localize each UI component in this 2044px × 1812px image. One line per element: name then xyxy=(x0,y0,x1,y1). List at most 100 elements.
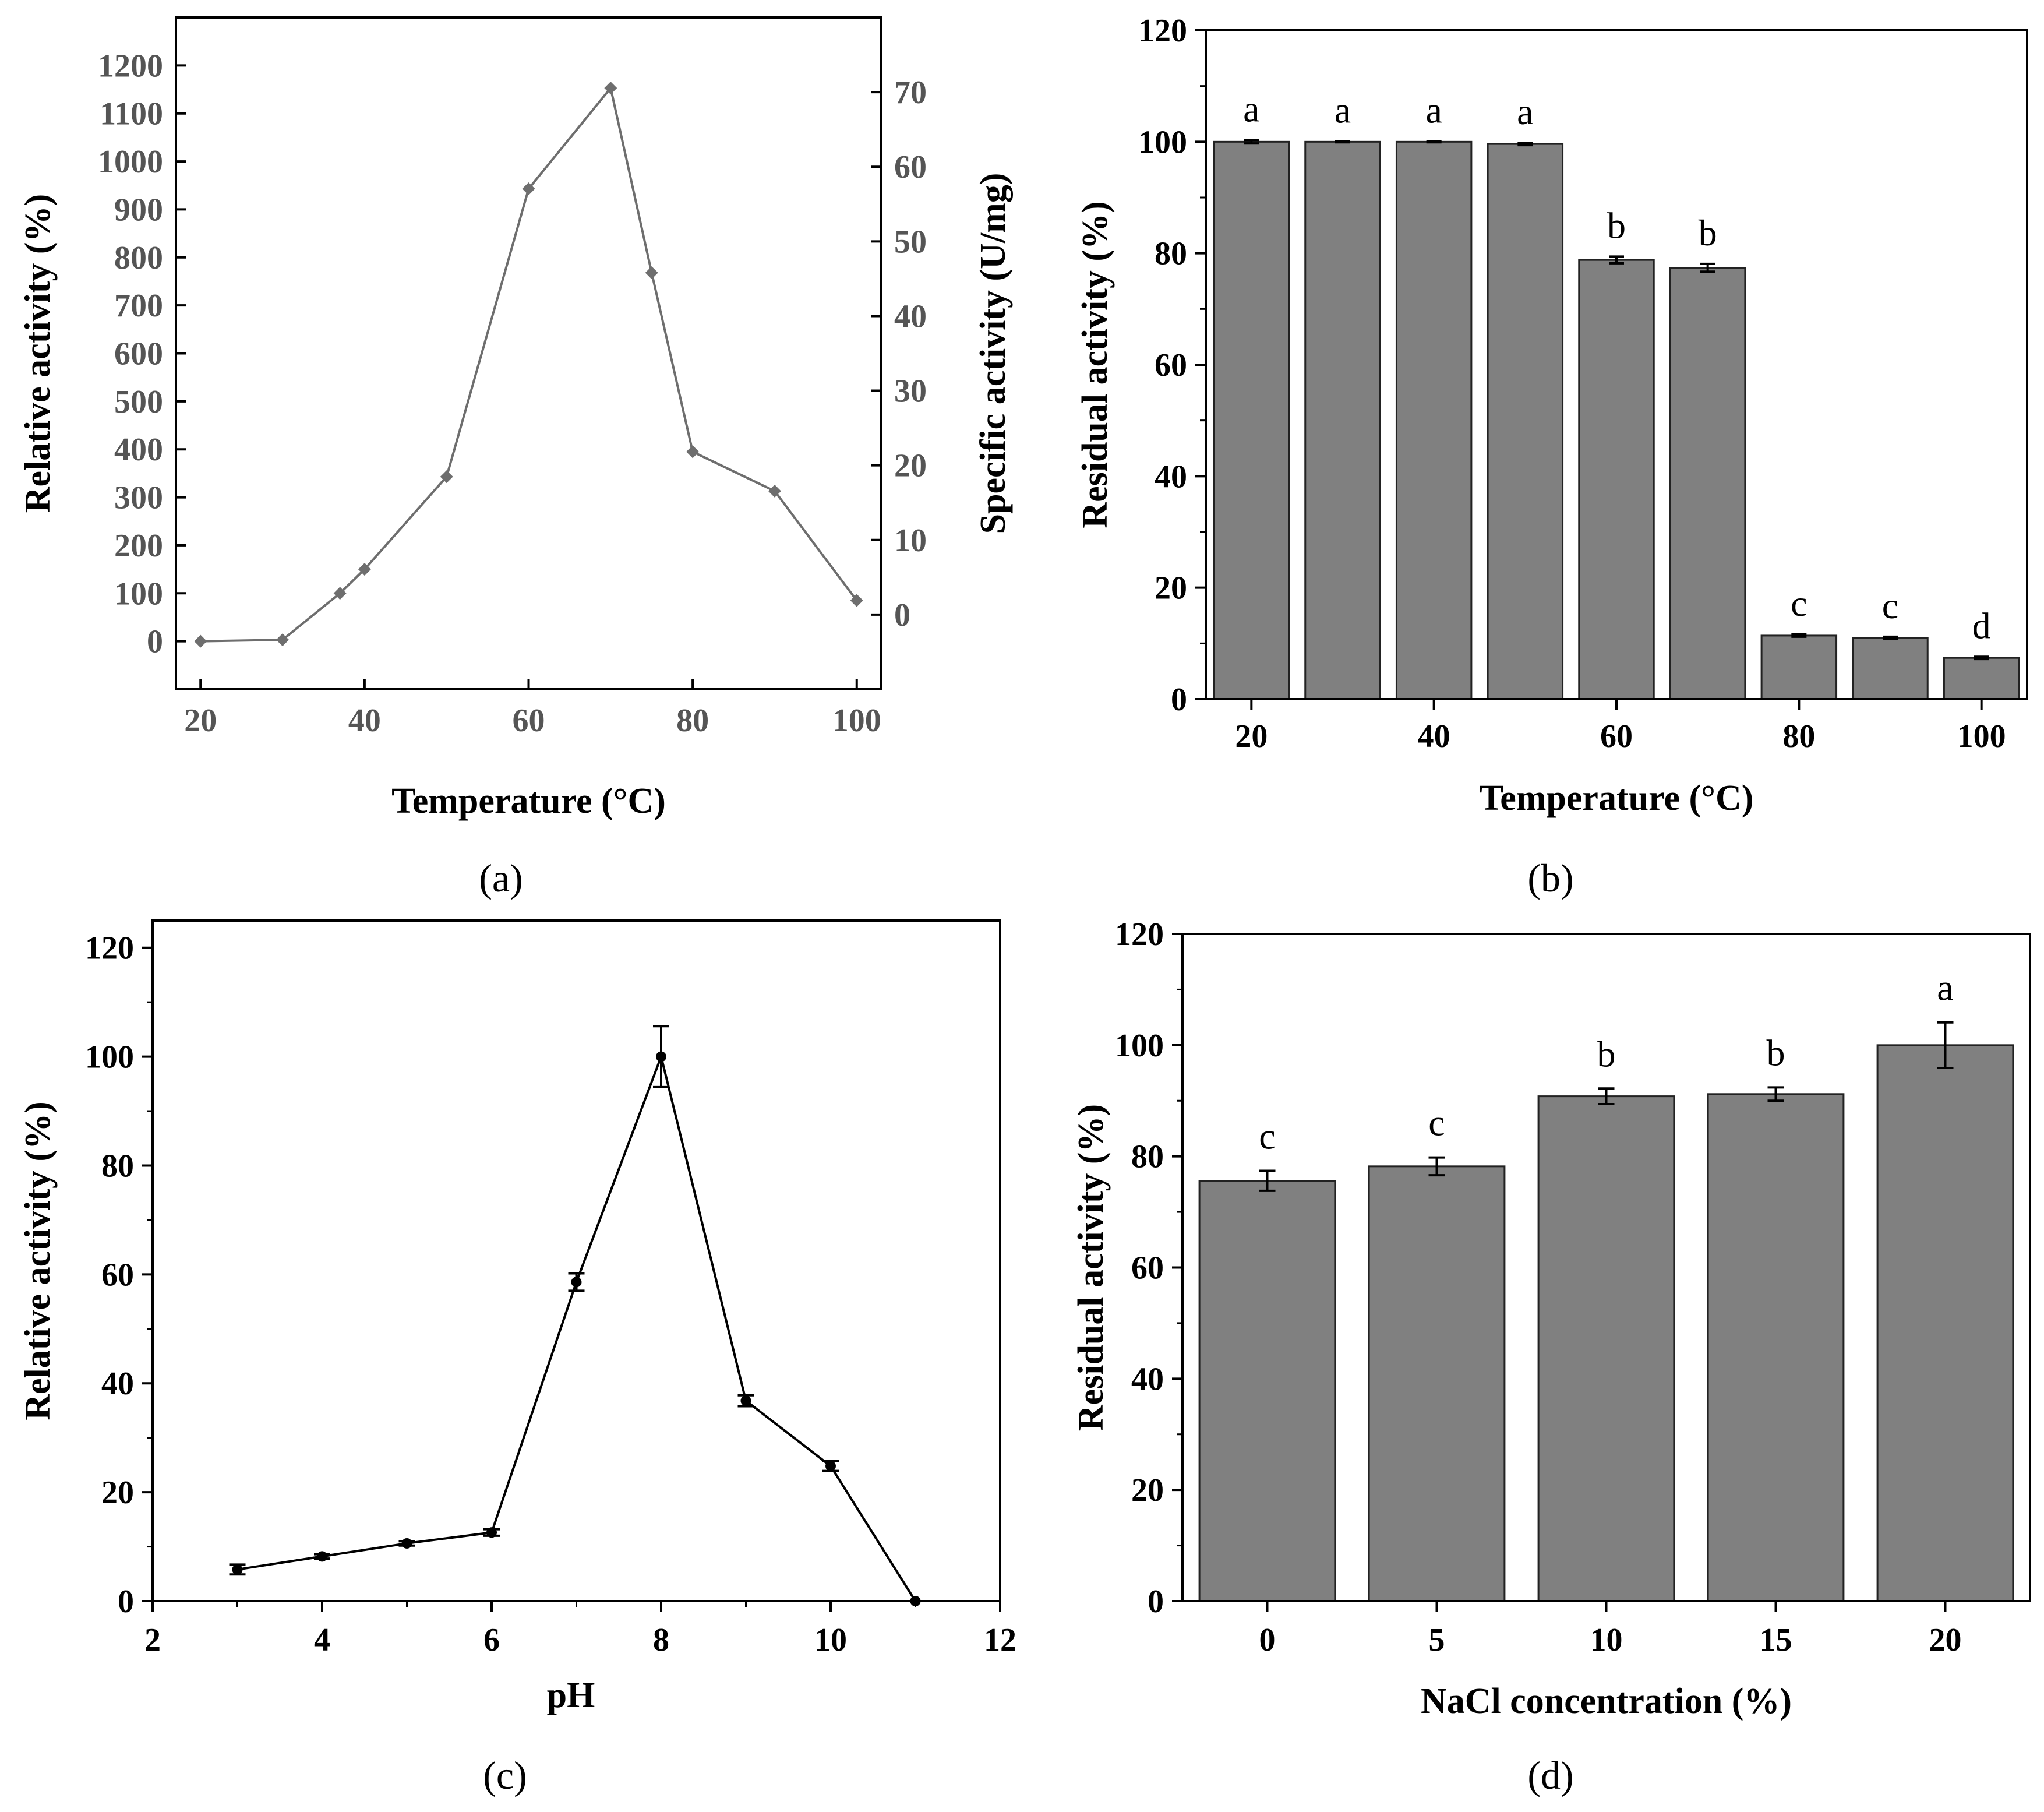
x-tick-label: 4 xyxy=(314,1622,330,1658)
data-point xyxy=(686,445,700,459)
significance-letter: c xyxy=(1259,1115,1275,1157)
y-axis-title: Residual activity (%) xyxy=(1075,201,1115,528)
x-tick-label: 100 xyxy=(832,703,881,739)
x-tick-label: 2 xyxy=(144,1622,161,1658)
y-tick-label: 700 xyxy=(114,288,163,324)
bar xyxy=(1943,657,2020,700)
x-tick-label: 10 xyxy=(814,1622,847,1658)
data-point xyxy=(645,266,658,280)
x-tick-label: 0 xyxy=(1259,1622,1276,1658)
y-tick-label: 80 xyxy=(1155,236,1187,272)
x-tick-label: 15 xyxy=(1760,1622,1792,1658)
data-point xyxy=(232,1564,243,1575)
data-point xyxy=(317,1551,327,1562)
y2-tick-label: 20 xyxy=(894,448,927,484)
x-tick-label: 5 xyxy=(1429,1622,1445,1658)
y2-tick-label: 40 xyxy=(894,298,927,334)
data-point xyxy=(276,633,290,647)
significance-letter: a xyxy=(1517,91,1533,132)
x-tick-label: 100 xyxy=(1957,718,2006,755)
y2-tick-label: 10 xyxy=(894,523,927,559)
y2-tick-label: 0 xyxy=(894,597,910,633)
bar xyxy=(1198,1180,1336,1602)
y2-tick-label: 70 xyxy=(894,75,927,111)
x-axis-title: NaCl concentration (%) xyxy=(1421,1681,1792,1721)
data-point xyxy=(656,1051,666,1062)
x-tick-label: 10 xyxy=(1590,1622,1623,1658)
y-tick-label: 20 xyxy=(1131,1472,1164,1508)
y-axis-title: Relative activity (%) xyxy=(18,1101,58,1420)
panel-a: 0100200300400500600700800900100011001200… xyxy=(18,16,1013,900)
data-point xyxy=(850,594,863,607)
panel-label: (a) xyxy=(479,856,523,900)
significance-letter: c xyxy=(1428,1102,1445,1144)
x-tick-label: 8 xyxy=(653,1622,669,1658)
bar xyxy=(1760,634,1838,700)
data-point xyxy=(825,1461,836,1472)
significance-letter: c xyxy=(1882,585,1898,626)
y-tick-label: 40 xyxy=(101,1366,134,1402)
data-point xyxy=(910,1596,921,1606)
y-tick-label: 60 xyxy=(1155,347,1187,383)
bar xyxy=(1537,1095,1675,1602)
bar xyxy=(1213,140,1290,700)
y-tick-label: 600 xyxy=(114,336,163,372)
y-tick-label: 0 xyxy=(1148,1584,1164,1620)
y-tick-label: 20 xyxy=(101,1475,134,1511)
data-point xyxy=(358,563,371,576)
x-tick-label: 40 xyxy=(1418,718,1450,755)
y-tick-label: 100 xyxy=(1115,1028,1164,1064)
data-point xyxy=(194,634,207,648)
bar xyxy=(1876,1044,2014,1602)
data-point xyxy=(486,1527,497,1538)
panel-b: a a a a b b c c d 0 20 40 60 80 100 120 20 40 60 80 100 Tempe… xyxy=(1075,13,2028,900)
significance-letter: b xyxy=(1607,205,1626,246)
y-tick-label: 300 xyxy=(114,480,163,516)
y-tick-label: 400 xyxy=(114,432,163,468)
data-point xyxy=(440,470,453,484)
panel-c: 0 20 40 60 80 100 120 2 4 6 8 10 12 pH Relative activi… xyxy=(18,919,1016,1797)
y-tick-label: 900 xyxy=(114,192,163,228)
y-tick-label: 40 xyxy=(1155,459,1187,495)
data-point xyxy=(333,587,347,600)
panel-label: (c) xyxy=(483,1753,527,1797)
y-tick-label: 120 xyxy=(1115,916,1164,953)
bar xyxy=(1395,140,1473,700)
y-tick-label: 100 xyxy=(85,1039,134,1076)
significance-letter: a xyxy=(1243,88,1259,129)
bar xyxy=(1669,267,1746,700)
y-tick-label: 80 xyxy=(101,1148,134,1184)
y-tick-label: 120 xyxy=(1138,13,1187,49)
y-tick-label: 60 xyxy=(101,1257,134,1293)
data-point xyxy=(401,1538,412,1549)
plot-frame xyxy=(151,919,1001,1602)
y-tick-label: 0 xyxy=(147,624,163,660)
x-axis-title: Temperature (°C) xyxy=(391,781,666,821)
x-tick-label: 80 xyxy=(1782,718,1815,755)
significance-letter: c xyxy=(1791,583,1807,624)
data-point xyxy=(571,1277,582,1288)
y-tick-label: 120 xyxy=(85,930,134,967)
data-point xyxy=(522,182,535,196)
x-tick-label: 20 xyxy=(184,703,217,739)
y-tick-label: 800 xyxy=(114,240,163,276)
significance-letter: a xyxy=(1425,89,1442,131)
x-tick-label: 12 xyxy=(984,1622,1016,1658)
x-axis-title: Temperature (°C) xyxy=(1480,778,1754,818)
y-tick-label: 80 xyxy=(1131,1139,1164,1175)
data-point xyxy=(740,1395,751,1406)
y-tick-label: 500 xyxy=(114,384,163,420)
x-axis-title: pH xyxy=(547,1676,595,1715)
y-tick-label: 200 xyxy=(114,528,163,564)
x-tick-label: 20 xyxy=(1235,718,1268,755)
bar xyxy=(1368,1165,1506,1602)
x-tick-label: 60 xyxy=(1600,718,1633,755)
series-line xyxy=(237,1052,917,1602)
x-tick-label: 40 xyxy=(348,703,381,739)
bar xyxy=(1852,637,1929,700)
y-tick-label: 40 xyxy=(1131,1361,1164,1397)
panel-d: c 0 c 5 b 10 b 15 a 20 0 20 40 60 80 100 120 NaCl concent… xyxy=(1071,916,2031,1797)
panel-label: (d) xyxy=(1527,1753,1573,1797)
plot-frame xyxy=(175,16,882,690)
y2-tick-label: 60 xyxy=(894,149,927,185)
